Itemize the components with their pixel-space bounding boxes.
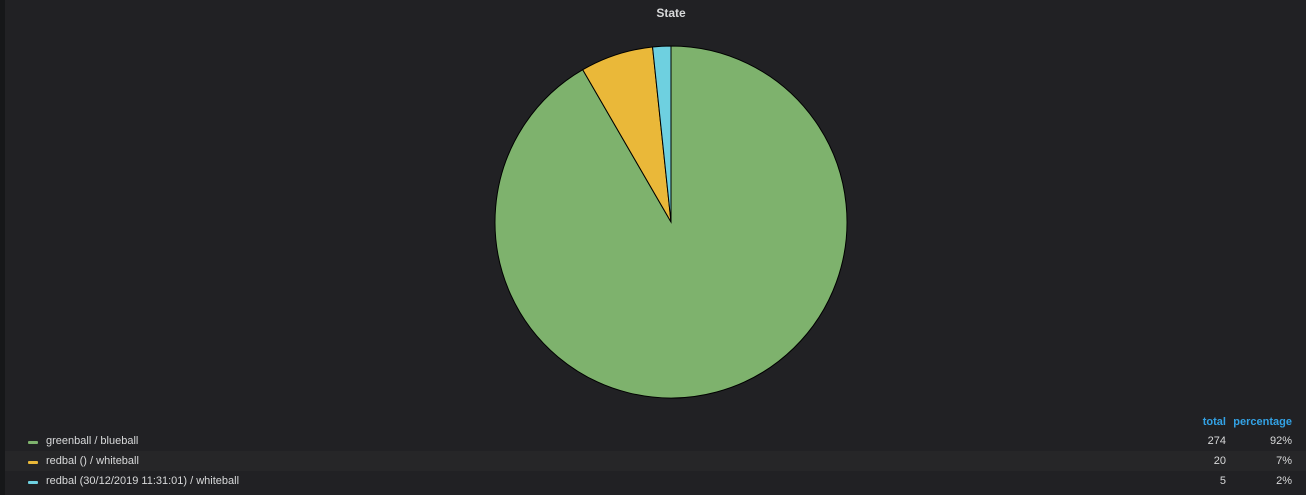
legend-row-background (5, 451, 1306, 471)
legend-header: percentage (1233, 416, 1292, 428)
legend-header: total (1203, 416, 1226, 428)
legend-label[interactable]: redbal () / whiteball (46, 455, 139, 467)
legend-total: 20 (1214, 455, 1226, 467)
legend-percentage: 2% (1276, 475, 1292, 487)
legend-label[interactable]: greenball / blueball (46, 435, 138, 447)
chart-title: State (656, 6, 686, 20)
legend-percentage: 7% (1276, 455, 1292, 467)
legend-swatch (28, 481, 38, 484)
legend-total: 274 (1208, 435, 1226, 447)
legend-total: 5 (1220, 475, 1226, 487)
legend-swatch (28, 441, 38, 444)
legend-swatch (28, 461, 38, 464)
legend-percentage: 92% (1270, 435, 1292, 447)
pie-slice (651, 45, 672, 223)
legend-label[interactable]: redbal (30/12/2019 11:31:01) / whiteball (46, 475, 239, 487)
